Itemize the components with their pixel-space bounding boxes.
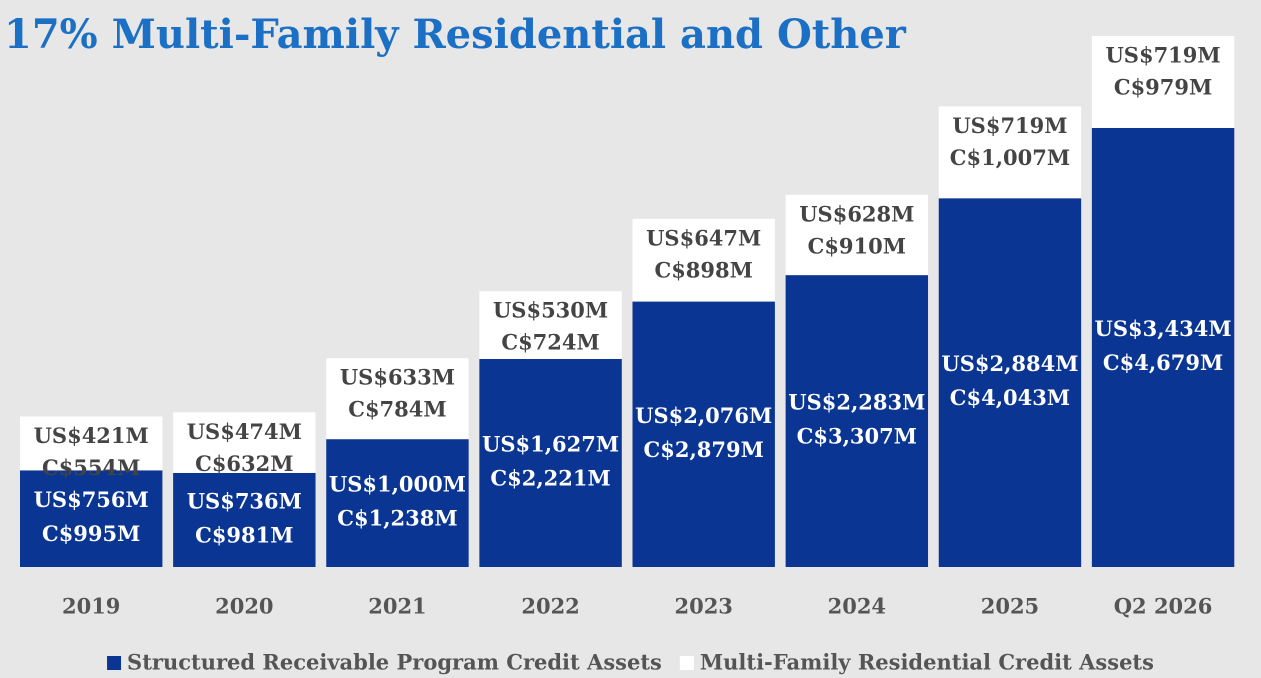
value-label: US$3,434M (1095, 316, 1232, 341)
value-label: US$2,076M (635, 403, 772, 428)
x-tick-label: Q2 2026 (1114, 594, 1213, 619)
value-label: US$756M (34, 487, 149, 512)
bar-segment (785, 275, 929, 567)
value-label: US$474M (187, 419, 302, 444)
value-label: US$1,000M (329, 472, 466, 497)
value-label-cad: C$724M (501, 330, 599, 355)
value-label: US$628M (799, 201, 914, 226)
value-label-cad: C$898M (654, 257, 752, 282)
x-tick-label: 2023 (674, 594, 732, 619)
x-tick-label: 2021 (368, 594, 426, 619)
value-label: US$647M (646, 225, 761, 250)
bar-segment (326, 358, 469, 440)
legend-label: Structured Receivable Program Credit Ass… (127, 650, 662, 675)
bar-segment (479, 291, 622, 359)
x-tick-label: 2022 (521, 594, 579, 619)
value-label-cad: C$1,238M (337, 506, 457, 531)
value-label-cad: C$554M (42, 455, 140, 480)
value-label: US$2,283M (788, 390, 925, 415)
bar-segment (479, 358, 622, 567)
value-label: US$421M (34, 423, 149, 448)
value-label: US$1,627M (482, 431, 619, 456)
value-label-cad: C$632M (195, 451, 293, 476)
value-label-cad: C$1,007M (950, 145, 1070, 170)
bar-segment (173, 472, 316, 567)
x-tick-label: 2025 (981, 594, 1039, 619)
value-label-cad: C$3,307M (797, 424, 917, 449)
x-tick-label: 2019 (62, 594, 120, 619)
bar-segment (20, 416, 163, 471)
legend-swatch (679, 656, 694, 670)
value-label: US$2,884M (941, 351, 1078, 376)
value-label: US$736M (187, 488, 302, 513)
bar-segment (173, 412, 316, 473)
bar-segment (20, 470, 163, 567)
x-tick-label: 2024 (828, 594, 886, 619)
x-tick-label: 2020 (215, 594, 273, 619)
bar-segment (632, 301, 775, 567)
value-label-cad: C$4,679M (1103, 350, 1223, 375)
value-label-cad: C$2,221M (490, 465, 610, 490)
value-label-cad: C$979M (1114, 75, 1212, 100)
chart-title: 17% Multi-Family Residential and Other (4, 11, 907, 58)
bar-segment (938, 198, 1082, 568)
value-label: US$719M (952, 113, 1067, 138)
value-label-cad: C$4,043M (950, 385, 1070, 410)
legend-swatch (107, 656, 122, 670)
value-label-cad: C$995M (42, 521, 140, 546)
value-label-cad: C$981M (195, 522, 293, 547)
value-label: US$719M (1105, 43, 1220, 68)
bar-segment (632, 218, 775, 302)
bar-segment (785, 194, 929, 276)
bar-segment (326, 439, 469, 567)
value-label-cad: C$784M (348, 397, 446, 422)
value-label: US$530M (493, 298, 608, 323)
value-label-cad: C$2,879M (644, 437, 764, 462)
legend-label: Multi-Family Residential Credit Assets (700, 650, 1154, 675)
bar-segment (1091, 127, 1235, 567)
value-label: US$633M (340, 365, 455, 390)
bar-segment (938, 106, 1082, 199)
bar-segment (1091, 36, 1235, 128)
value-label-cad: C$910M (808, 233, 906, 258)
